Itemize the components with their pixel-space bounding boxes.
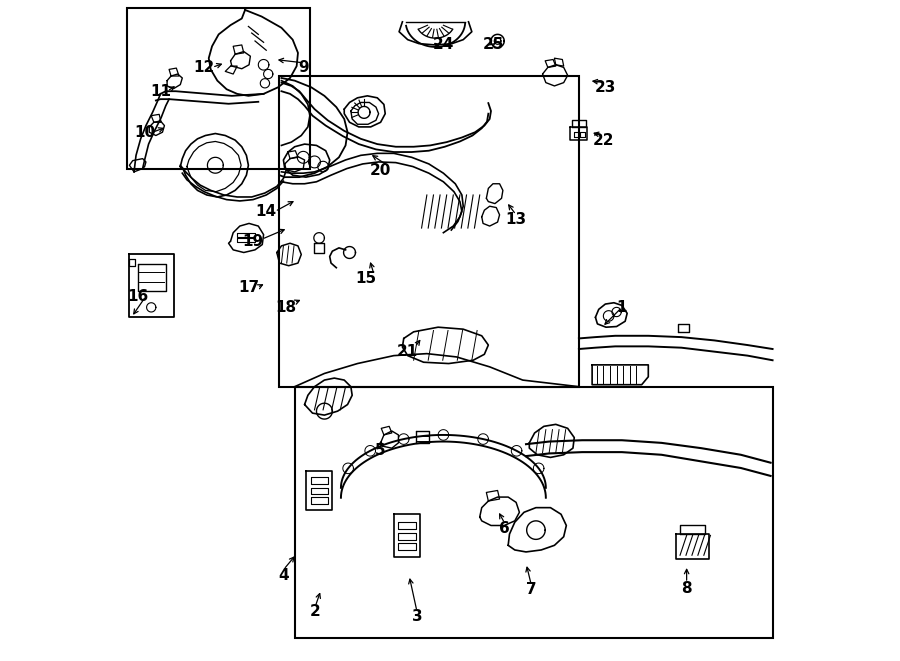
Text: 25: 25 <box>482 38 504 52</box>
Text: 7: 7 <box>526 582 536 597</box>
Text: 23: 23 <box>595 80 616 95</box>
Text: 9: 9 <box>298 60 309 75</box>
Text: 18: 18 <box>275 300 297 315</box>
Text: 10: 10 <box>134 125 155 139</box>
Text: 13: 13 <box>506 212 526 227</box>
Text: 8: 8 <box>681 581 692 596</box>
Text: 19: 19 <box>242 234 264 249</box>
Text: 24: 24 <box>433 38 454 52</box>
Text: 1: 1 <box>616 300 627 315</box>
Text: 16: 16 <box>128 289 148 303</box>
Bar <box>294 387 772 638</box>
Bar <box>128 8 310 169</box>
Text: 6: 6 <box>500 522 510 536</box>
Text: 17: 17 <box>238 280 259 295</box>
Text: 22: 22 <box>592 133 614 147</box>
Text: 2: 2 <box>310 604 320 619</box>
Text: 11: 11 <box>150 84 171 98</box>
Text: 21: 21 <box>396 344 418 359</box>
Text: 15: 15 <box>355 272 376 286</box>
Text: 3: 3 <box>411 609 422 623</box>
Text: 20: 20 <box>370 163 392 178</box>
Bar <box>280 76 579 387</box>
Text: 12: 12 <box>194 60 215 75</box>
Text: 14: 14 <box>256 204 277 219</box>
Text: 5: 5 <box>374 444 385 458</box>
Text: 4: 4 <box>278 568 289 582</box>
